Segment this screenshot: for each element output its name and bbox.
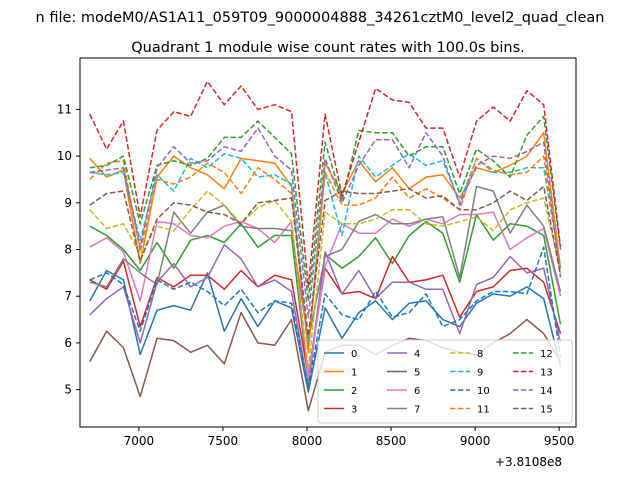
series-line-8 <box>89 190 562 370</box>
x-tick-label: 7000 <box>124 434 155 448</box>
y-tick-label: 11 <box>57 102 72 116</box>
x-tick-label: 8500 <box>376 434 407 448</box>
y-tick-label: 9 <box>64 196 72 210</box>
series-line-10 <box>89 246 562 389</box>
x-tick-label: 7500 <box>208 434 239 448</box>
legend-label-6: 6 <box>414 386 420 397</box>
series-layer <box>89 80 562 412</box>
axes-title: Quadrant 1 module wise count rates with … <box>131 40 525 56</box>
series-line-6 <box>89 211 562 379</box>
x-tick-label: 9500 <box>544 434 575 448</box>
legend-label-12: 12 <box>540 349 553 360</box>
series-line-13 <box>89 80 562 288</box>
y-tick-label: 8 <box>64 243 72 257</box>
legend-label-9: 9 <box>477 368 483 379</box>
legend-label-3: 3 <box>351 405 357 416</box>
legend-label-10: 10 <box>477 386 490 397</box>
series-line-14 <box>89 127 562 318</box>
legend-label-15: 15 <box>540 405 553 416</box>
legend-label-2: 2 <box>351 386 357 397</box>
plot-frame <box>79 57 577 428</box>
series-line-4 <box>89 244 562 389</box>
y-tick-label: 10 <box>57 149 72 163</box>
x-tick-label: 8000 <box>292 434 323 448</box>
series-line-0 <box>89 269 562 393</box>
legend-label-4: 4 <box>414 349 420 360</box>
legend-label-8: 8 <box>477 349 483 360</box>
legend-label-5: 5 <box>414 368 420 379</box>
y-tick-label: 6 <box>64 336 72 350</box>
legend-label-11: 11 <box>477 405 490 416</box>
y-tick-label: 5 <box>64 383 72 397</box>
legend-label-7: 7 <box>414 405 420 416</box>
x-offset-label: +3.8108e8 <box>495 455 562 469</box>
series-line-7 <box>89 185 562 342</box>
figure-suptitle: n file: modeM0/AS1A11_059T09_9000004888_… <box>36 10 605 26</box>
legend-label-13: 13 <box>540 368 553 379</box>
legend-box <box>317 339 573 424</box>
x-tick-label: 9000 <box>460 434 491 448</box>
legend-label-1: 1 <box>351 368 357 379</box>
series-line-12 <box>89 115 562 302</box>
y-tick-label: 7 <box>64 289 72 303</box>
legend-label-0: 0 <box>351 349 357 360</box>
legend-label-14: 14 <box>540 386 553 397</box>
series-line-15 <box>89 185 562 337</box>
